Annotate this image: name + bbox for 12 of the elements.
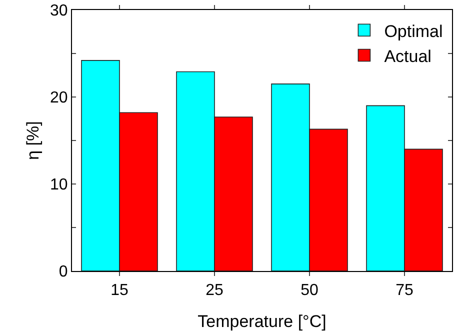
y-tick-label: 0 [58,264,68,281]
x-tick-label: 75 [396,282,414,300]
y-tick-label: 20 [50,90,68,107]
x-tick-label: 25 [206,282,224,300]
legend-label: Optimal [384,22,443,41]
x-axis-title: Temperature [°C] [198,312,326,331]
y-tick-label: 10 [50,176,68,194]
x-tick-label: 50 [300,282,318,300]
legend-label: Actual [384,46,432,66]
y-axis-title: η [%] [24,121,43,160]
x-tick-label: 15 [110,282,128,300]
y-tick-label: 30 [50,2,68,20]
